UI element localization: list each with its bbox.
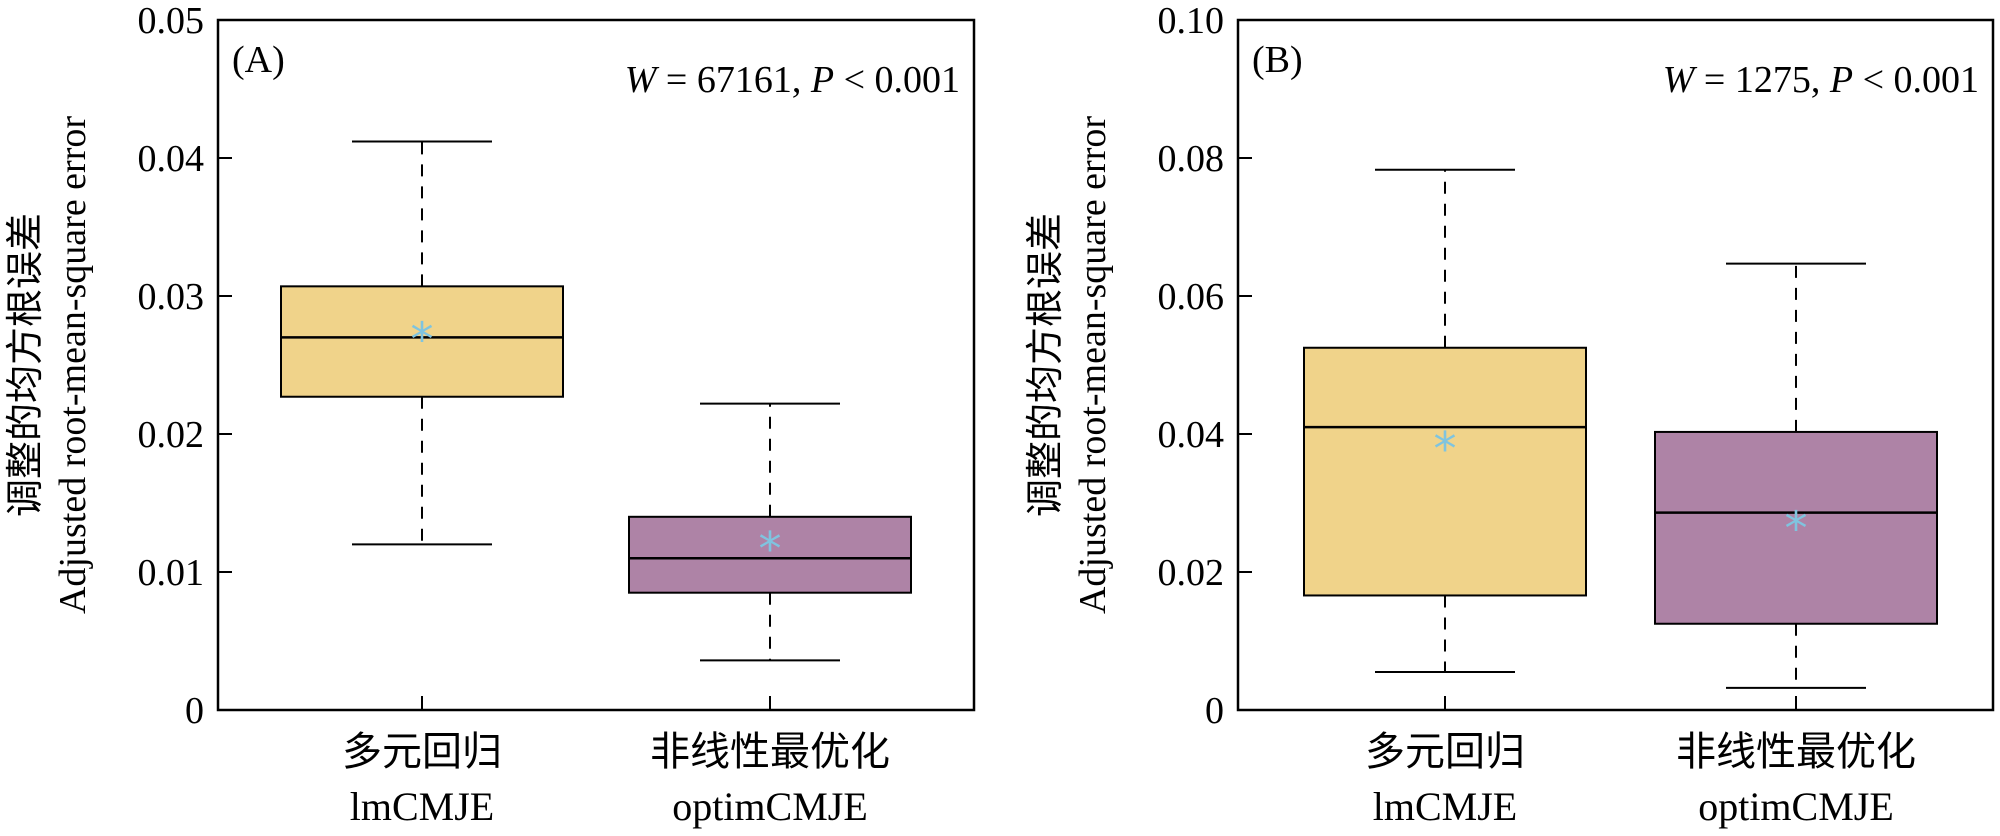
y-tick-label: 0.02 — [1158, 552, 1225, 594]
y-tick-label: 0.04 — [138, 138, 205, 180]
stat-value: = 1275, — [1694, 59, 1829, 101]
box — [1303, 346, 1587, 597]
box-group-1: * 多元回归 lmCMJE — [280, 140, 564, 829]
plot-frame — [216, 18, 976, 712]
stat-symbol: P — [1829, 59, 1853, 101]
x-category-label-en: lmCMJE — [350, 784, 494, 829]
plot-frame — [1236, 18, 1995, 712]
stat-annotation: W = 67161, P < 0.001 — [625, 59, 960, 101]
x-category-label-cn: 多元回归 — [1365, 729, 1525, 774]
stat-symbol: W — [625, 59, 660, 101]
stat-value: < 0.001 — [834, 59, 960, 101]
mean-marker: * — [1785, 501, 1808, 555]
box-group-2: * 非线性最优化 optimCMJE — [1654, 262, 1938, 829]
panel-label: (B) — [1252, 39, 1303, 81]
box-group-2: * 非线性最优化 optimCMJE — [628, 402, 912, 829]
y-tick-label: 0 — [1205, 690, 1224, 732]
y-tick-label: 0.05 — [138, 0, 205, 42]
stat-value: < 0.001 — [1853, 59, 1979, 101]
stat-symbol: P — [810, 59, 834, 101]
chart-panel-1: 0 0.01 0.02 0.03 0.04 0.05 * 多元回归 lmCMJE * 非线性最优化 o… — [5, 0, 976, 829]
y-tick-label: 0.10 — [1158, 0, 1225, 42]
x-category-label-en: optimCMJE — [1698, 784, 1894, 829]
y-axis-label-en: Adjusted root-mean-square error — [1072, 116, 1114, 614]
mean-marker: * — [411, 312, 434, 366]
box — [280, 285, 564, 398]
box-group-1: * 多元回归 lmCMJE — [1303, 168, 1587, 829]
y-axis-label-cn: 调整的均方根误差 — [5, 213, 47, 517]
y-tick-label: 0.06 — [1158, 276, 1225, 318]
box — [628, 515, 912, 594]
x-category-label-cn: 非线性最优化 — [1676, 729, 1916, 774]
mean-marker: * — [759, 522, 782, 576]
x-category-label-cn: 非线性最优化 — [650, 729, 890, 774]
x-category-label-en: lmCMJE — [1373, 784, 1517, 829]
panel-label: (A) — [232, 39, 285, 81]
x-category-label-en: optimCMJE — [672, 784, 868, 829]
x-category-label-cn: 多元回归 — [342, 729, 502, 774]
y-axis-label-en: Adjusted root-mean-square error — [52, 116, 94, 614]
stat-symbol: W — [1663, 59, 1698, 101]
y-tick-label: 0.04 — [1158, 414, 1225, 456]
y-tick-label: 0 — [185, 690, 204, 732]
y-tick-label: 0.03 — [138, 276, 205, 318]
y-axis-label-cn: 调整的均方根误差 — [1025, 213, 1067, 517]
stat-value: = 67161, — [656, 59, 810, 101]
chart-panel-2: 0 0.02 0.04 0.06 0.08 0.10 * 多元回归 lmCMJE * 非线性最优化 o… — [1025, 0, 1995, 829]
stat-annotation: W = 1275, P < 0.001 — [1663, 59, 1979, 101]
y-tick-label: 0.01 — [138, 552, 205, 594]
y-tick-label: 0.08 — [1158, 138, 1225, 180]
y-tick-label: 0.02 — [138, 414, 205, 456]
box — [1654, 430, 1938, 625]
mean-marker: * — [1434, 422, 1457, 476]
